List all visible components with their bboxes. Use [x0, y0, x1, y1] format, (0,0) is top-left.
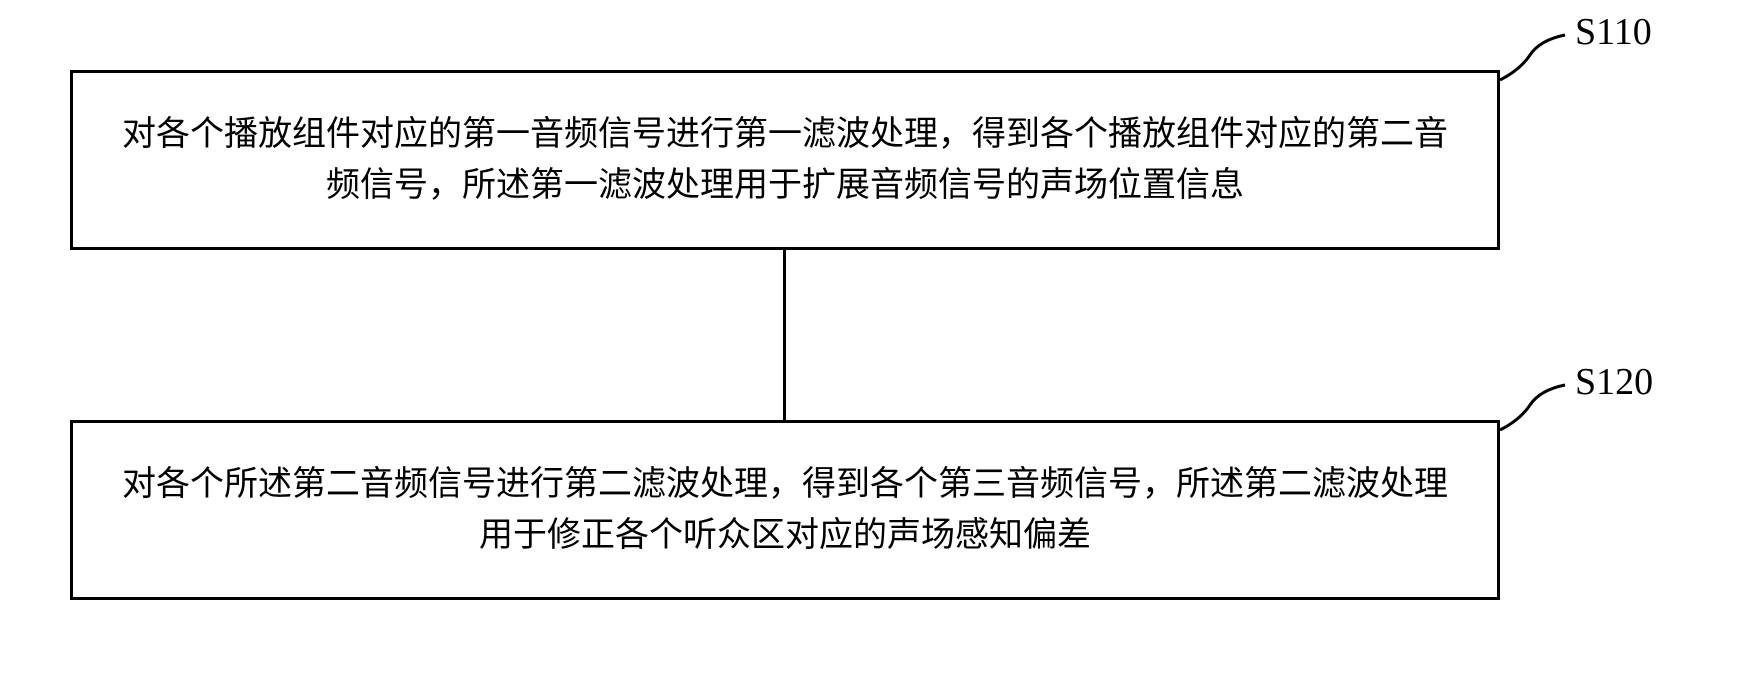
step-text-s110: 对各个播放组件对应的第一音频信号进行第一滤波处理，得到各个播放组件对应的第二音频…	[113, 109, 1457, 211]
callout-curve-s110	[1490, 20, 1590, 100]
step-box-s120: 对各个所述第二音频信号进行第二滤波处理，得到各个第三音频信号，所述第二滤波处理用…	[70, 420, 1500, 600]
step-text-s120: 对各个所述第二音频信号进行第二滤波处理，得到各个第三音频信号，所述第二滤波处理用…	[113, 459, 1457, 561]
flowchart-container: 对各个播放组件对应的第一音频信号进行第一滤波处理，得到各个播放组件对应的第二音频…	[0, 0, 1740, 684]
callout-curve-s120	[1490, 370, 1590, 450]
step-box-s110: 对各个播放组件对应的第一音频信号进行第一滤波处理，得到各个播放组件对应的第二音频…	[70, 70, 1500, 250]
connector-line	[783, 250, 786, 420]
